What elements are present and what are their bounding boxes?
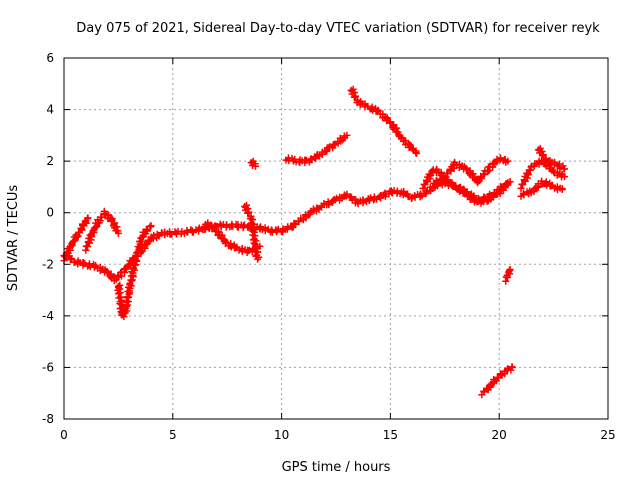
series-track-12	[502, 265, 514, 285]
y-axis-title: SDTVAR / TECUs	[6, 185, 21, 292]
x-tick-label: 15	[383, 428, 398, 442]
data-point-markers	[534, 144, 568, 173]
series-track-3	[82, 207, 122, 254]
data-point-markers	[517, 177, 566, 200]
x-tick-label: 25	[600, 428, 615, 442]
series-track-11	[430, 174, 514, 207]
y-tick-label: 0	[46, 206, 54, 220]
data-point-markers	[282, 131, 351, 167]
data-point-markers	[82, 207, 122, 254]
data-point-markers	[114, 222, 155, 320]
series-track-15	[517, 177, 566, 200]
x-tick-label: 20	[492, 428, 507, 442]
plot-frame	[63, 57, 609, 420]
y-tick-label: 2	[46, 154, 54, 168]
x-tick-label: 5	[169, 428, 177, 442]
data-point-markers	[347, 85, 421, 157]
series-track-7	[247, 157, 259, 170]
y-tick-label: 4	[46, 103, 54, 117]
y-tick-label: -8	[42, 412, 54, 426]
data-point-markers	[241, 201, 263, 263]
axis-ticks: 0 5 10 15 20 25 -8 -6 -4 -2 0 2 4 6	[42, 51, 616, 442]
series-track-10	[419, 154, 512, 192]
series-track-16	[534, 144, 568, 173]
chart-title: Day 075 of 2021, Sidereal Day-to-day VTE…	[76, 21, 600, 36]
data-point-markers	[201, 219, 264, 256]
series-track-9	[347, 85, 421, 157]
x-tick-label: 10	[274, 428, 289, 442]
series-track-5	[201, 219, 264, 256]
data-point-markers	[419, 154, 512, 192]
data-point-markers	[478, 363, 516, 399]
series-track-4	[114, 222, 155, 320]
series-track-8	[282, 131, 351, 167]
series-track-13	[478, 363, 516, 399]
data-point-markers	[502, 265, 514, 285]
series-track-2	[60, 214, 92, 265]
series-track-6	[241, 201, 263, 263]
y-tick-label: -4	[42, 309, 54, 323]
data-point-markers	[247, 157, 259, 170]
x-tick-label: 0	[60, 428, 68, 442]
y-tick-label: 6	[46, 51, 54, 65]
data-marks	[60, 85, 568, 399]
y-tick-label: -6	[42, 360, 54, 374]
grid-layer	[64, 58, 608, 419]
data-point-markers	[60, 214, 92, 265]
y-tick-label: -2	[42, 257, 54, 271]
data-point-markers	[430, 174, 514, 207]
series-track-1	[60, 176, 514, 285]
x-axis-title: GPS time / hours	[282, 460, 391, 475]
data-point-markers	[60, 176, 514, 285]
